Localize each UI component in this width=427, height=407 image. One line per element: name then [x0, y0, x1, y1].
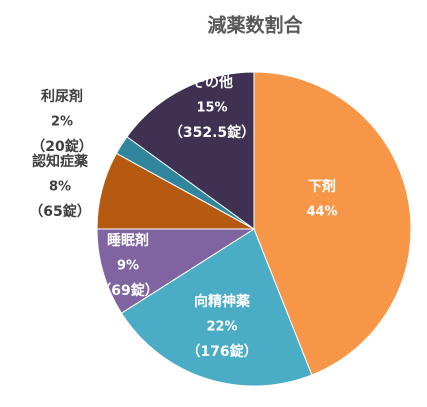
count-label: （20錠） [31, 138, 92, 155]
slice-label: 認知症薬 [32, 153, 88, 170]
value-label: 22% [206, 320, 237, 335]
pie-slice [96, 228, 256, 314]
chart-title: 減薬数割合 [207, 14, 303, 37]
count-label: （176錠） [186, 343, 257, 360]
value-label: 9% [117, 259, 139, 274]
slice-label: 利尿剤 [41, 88, 83, 105]
value-label: 44% [306, 205, 337, 220]
slice-label: 下剤 [308, 178, 336, 195]
slice-label: 向精神薬 [194, 293, 250, 310]
pie-slice [126, 71, 255, 230]
value-label: 15% [196, 101, 227, 116]
value-label: 2% [51, 115, 73, 130]
value-label: 8% [49, 180, 71, 195]
count-label: （65錠） [29, 203, 90, 220]
count-label: （352.5錠） [169, 124, 255, 141]
count-label: （69錠） [97, 282, 158, 299]
slice-label: その他 [191, 74, 233, 91]
pie-slice [253, 71, 412, 376]
slice-label: 睡眠剤 [107, 232, 149, 249]
pie-slice [120, 228, 313, 387]
